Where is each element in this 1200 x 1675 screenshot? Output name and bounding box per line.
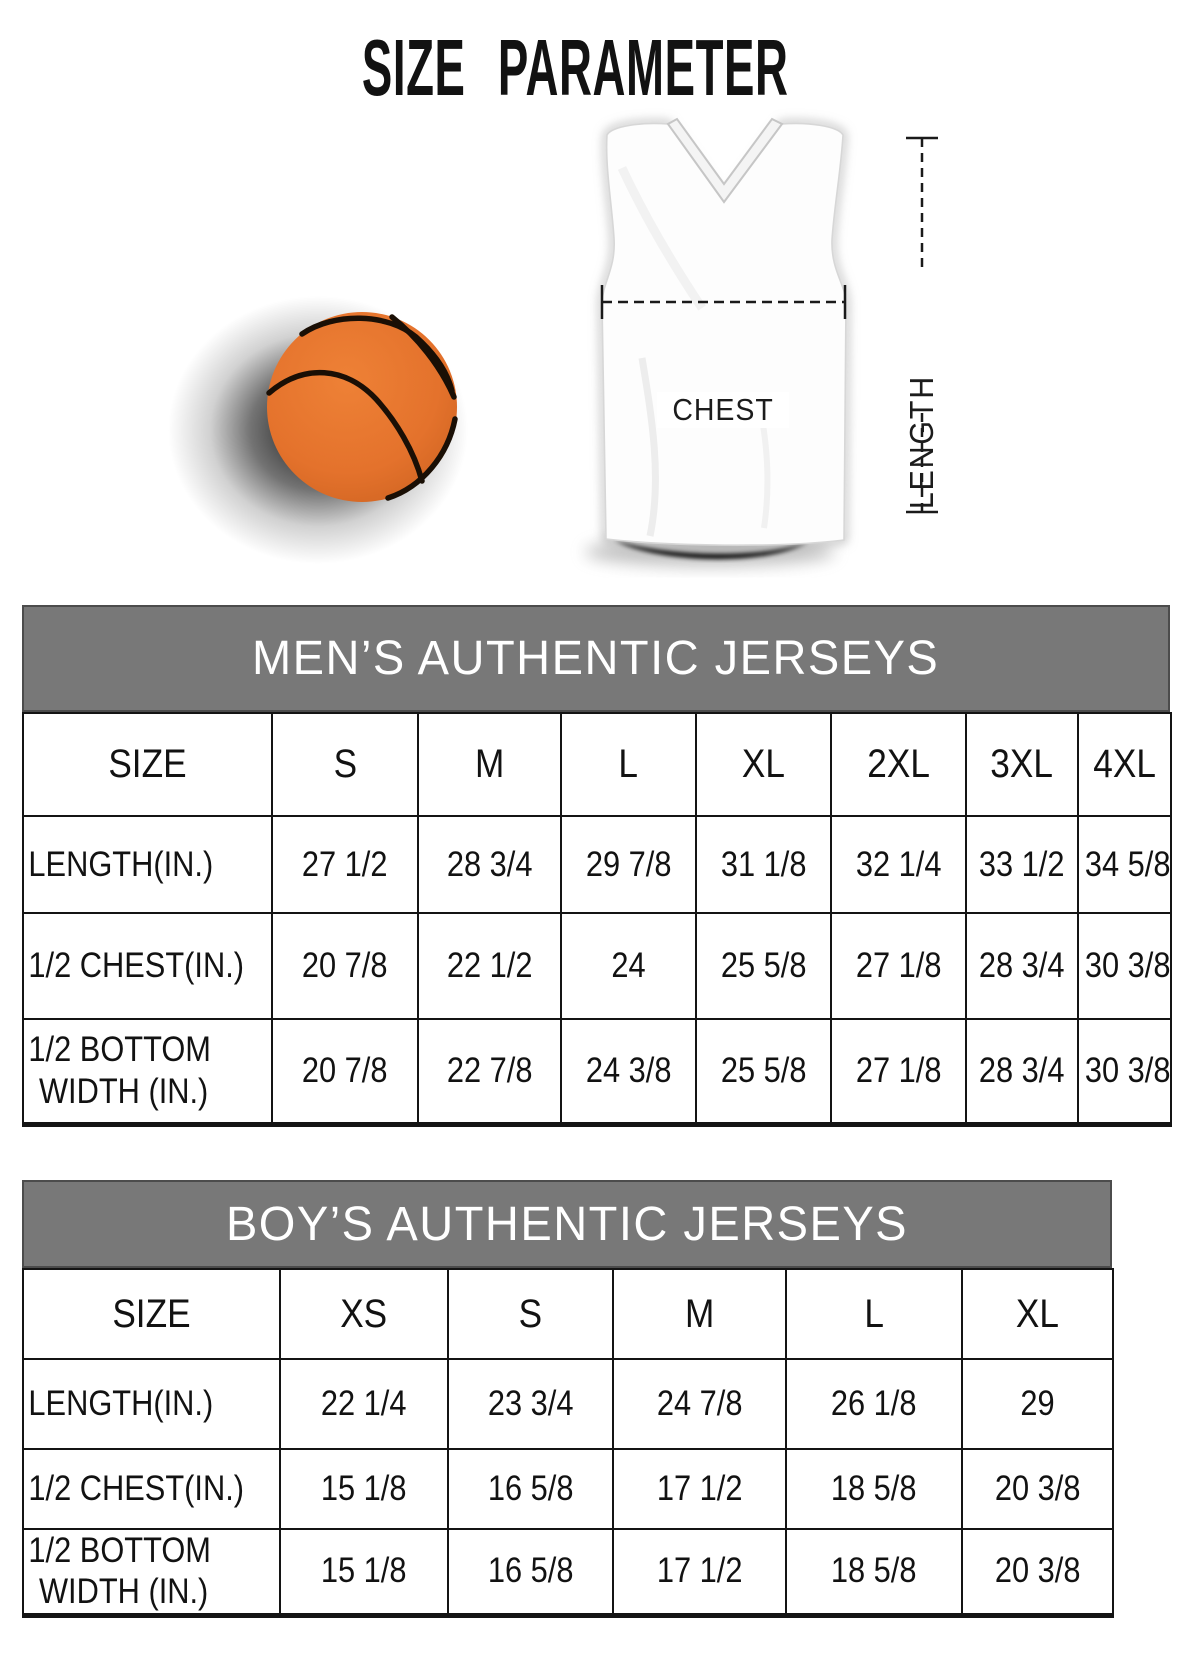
mens-size-l: L xyxy=(618,742,639,786)
mens-size-table-block: MEN’S AUTHENTIC JERSEYS SIZE S M L XL 2X… xyxy=(22,605,1172,1127)
mens-chest-row-label: 1/2 CHEST(IN.) xyxy=(28,946,245,986)
boys-size-table: SIZE XS S M L XL LENGTH(IN.) 22 1/4 23 3… xyxy=(22,1268,1114,1618)
mens-bottom-value: 22 7/8 xyxy=(446,1050,533,1090)
mens-bottom-value: 30 3/8 xyxy=(1084,1050,1171,1090)
boys-chest-row-label: 1/2 CHEST(IN.) xyxy=(28,1469,245,1509)
boys-size-m: M xyxy=(684,1291,715,1336)
boys-size-column-header: SIZE xyxy=(112,1291,191,1336)
mens-size-4xl: 4XL xyxy=(1093,742,1156,786)
boys-size-xs: XS xyxy=(340,1291,388,1336)
jersey-hem-shadow xyxy=(614,540,808,560)
mens-length-value: 33 1/2 xyxy=(979,844,1065,884)
length-label: LENGTH xyxy=(903,375,941,515)
basketball-seams xyxy=(266,314,458,501)
length-measure-line xyxy=(906,136,938,514)
mens-bottom-value: 24 3/8 xyxy=(585,1050,672,1090)
boys-chest-value: 17 1/2 xyxy=(656,1469,743,1508)
mens-length-row-label: LENGTH(IN.) xyxy=(28,844,214,884)
mens-chest-value: 25 5/8 xyxy=(720,946,807,985)
mens-chest-value: 27 1/8 xyxy=(855,946,942,985)
boys-bottom-row-label-line2: WIDTH (IN.) xyxy=(38,1572,209,1612)
mens-length-value: 34 5/8 xyxy=(1084,844,1171,884)
boys-length-value: 24 7/8 xyxy=(656,1384,743,1423)
mens-length-value: 29 7/8 xyxy=(585,844,672,884)
boys-chest-value: 16 5/8 xyxy=(487,1469,574,1508)
size-diagram-graphic xyxy=(168,117,938,566)
page-title-text: SIZE PARAMETER xyxy=(361,23,789,112)
mens-chest-value: 20 7/8 xyxy=(302,946,388,985)
mens-bottom-row-label-line2: WIDTH (IN.) xyxy=(38,1071,209,1111)
boys-table-title: BOY’S AUTHENTIC JERSEYS xyxy=(225,1197,909,1251)
chest-label-text: CHEST xyxy=(672,392,774,427)
mens-table-title: MEN’S AUTHENTIC JERSEYS xyxy=(252,632,940,685)
length-label-text: LENGTH xyxy=(903,374,940,510)
mens-length-value: 32 1/4 xyxy=(855,844,942,884)
boys-bottom-value: 16 5/8 xyxy=(487,1551,574,1591)
boys-size-xl: XL xyxy=(1015,1291,1060,1336)
mens-size-column-header: SIZE xyxy=(108,742,187,786)
boys-size-l: L xyxy=(864,1291,884,1336)
jersey-illustration xyxy=(585,117,850,566)
mens-size-m: M xyxy=(474,742,505,786)
mens-length-value: 27 1/2 xyxy=(302,844,388,884)
mens-table-header-band: MEN’S AUTHENTIC JERSEYS xyxy=(22,605,1170,712)
jersey-collar xyxy=(666,117,784,204)
mens-bottom-row-label-line1: 1/2 BOTTOM xyxy=(28,1030,211,1070)
boys-length-value: 22 1/4 xyxy=(321,1384,407,1423)
mens-length-value: 28 3/4 xyxy=(446,844,533,884)
mens-chest-value: 24 xyxy=(611,946,646,985)
boys-bottom-row-label-line1: 1/2 BOTTOM xyxy=(28,1531,211,1570)
mens-size-xl: XL xyxy=(741,742,786,786)
boys-bottom-value: 20 3/8 xyxy=(994,1551,1081,1591)
mens-chest-value: 28 3/4 xyxy=(979,946,1065,985)
mens-size-s: S xyxy=(333,742,357,786)
boys-table-header-band: BOY’S AUTHENTIC JERSEYS xyxy=(22,1180,1112,1268)
mens-size-3xl: 3XL xyxy=(990,742,1054,786)
boys-bottom-value: 15 1/8 xyxy=(321,1551,407,1591)
mens-size-table: SIZE S M L XL 2XL 3XL 4XL LENGTH(IN.) 27… xyxy=(22,712,1172,1127)
chest-label: CHEST xyxy=(657,392,789,428)
boys-size-s: S xyxy=(518,1291,543,1336)
boys-length-row-label: LENGTH(IN.) xyxy=(28,1384,214,1424)
mens-bottom-value: 20 7/8 xyxy=(302,1050,388,1090)
mens-chest-value: 30 3/8 xyxy=(1084,946,1171,985)
size-diagram: CHEST LENGTH xyxy=(0,108,1000,623)
boys-chest-value: 18 5/8 xyxy=(831,1469,917,1508)
boys-chest-value: 15 1/8 xyxy=(321,1469,407,1508)
boys-bottom-value: 18 5/8 xyxy=(831,1551,917,1591)
boys-chest-value: 20 3/8 xyxy=(994,1469,1081,1508)
mens-chest-value: 22 1/2 xyxy=(446,946,533,985)
mens-size-2xl: 2XL xyxy=(867,742,930,786)
boys-size-table-block: BOY’S AUTHENTIC JERSEYS SIZE XS S M L XL… xyxy=(22,1180,1114,1618)
basketball-illustration xyxy=(168,296,468,564)
boys-length-value: 26 1/8 xyxy=(831,1384,917,1423)
boys-length-value: 23 3/4 xyxy=(487,1384,574,1423)
mens-bottom-value: 27 1/8 xyxy=(855,1050,942,1090)
boys-length-value: 29 xyxy=(1020,1384,1055,1423)
chest-measure-line xyxy=(600,285,847,319)
mens-bottom-value: 25 5/8 xyxy=(720,1050,807,1090)
boys-bottom-value: 17 1/2 xyxy=(656,1551,743,1591)
mens-bottom-value: 28 3/4 xyxy=(979,1050,1065,1090)
mens-length-value: 31 1/8 xyxy=(720,844,807,884)
page-title: SIZE PARAMETER xyxy=(0,22,1150,114)
